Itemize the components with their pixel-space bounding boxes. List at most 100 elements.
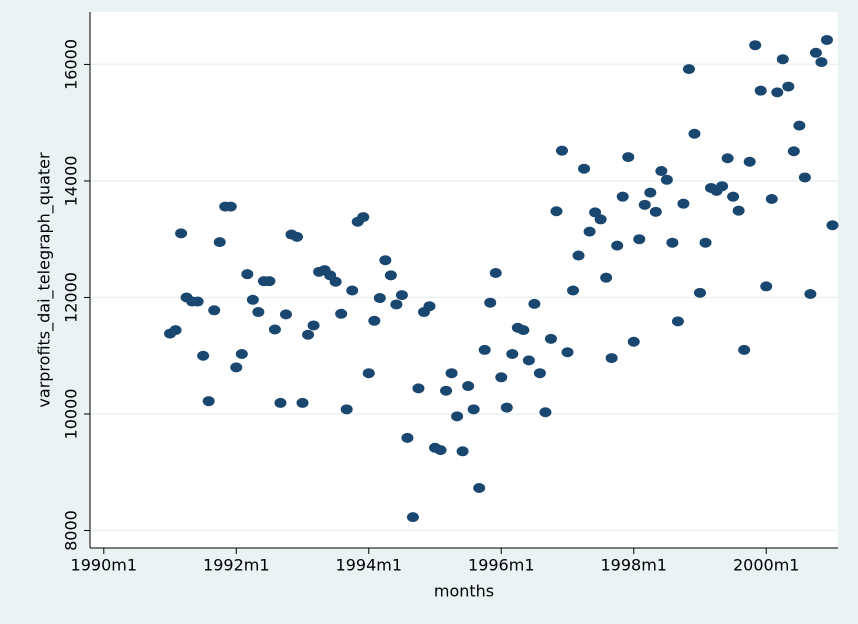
point — [622, 152, 635, 163]
point — [721, 153, 734, 164]
x-tick-label: 1994m1 — [336, 556, 402, 575]
point — [506, 348, 519, 359]
point — [440, 385, 453, 396]
point — [412, 383, 425, 394]
point — [484, 297, 497, 308]
point — [528, 298, 541, 309]
point — [296, 397, 309, 408]
point — [462, 381, 475, 392]
point — [671, 316, 684, 327]
point — [600, 272, 613, 283]
point — [649, 206, 662, 217]
point — [732, 205, 745, 216]
point — [384, 270, 397, 281]
point — [743, 156, 756, 167]
point — [644, 187, 657, 198]
point — [169, 325, 182, 336]
point — [539, 407, 552, 418]
point — [373, 293, 386, 304]
point — [202, 396, 215, 407]
point — [765, 194, 778, 205]
point — [423, 301, 436, 312]
point — [445, 368, 458, 379]
point — [517, 325, 530, 336]
point — [456, 446, 469, 457]
point — [638, 199, 651, 210]
point — [688, 128, 701, 139]
point — [473, 482, 486, 493]
x-tick-label: 1990m1 — [71, 556, 137, 575]
point — [395, 290, 408, 301]
point — [572, 250, 585, 261]
point — [362, 368, 375, 379]
plot-area — [90, 12, 838, 548]
point — [291, 231, 304, 242]
point — [274, 397, 287, 408]
point — [224, 201, 237, 212]
point — [279, 309, 292, 320]
point — [522, 355, 535, 366]
point — [340, 404, 353, 415]
point — [489, 268, 502, 279]
point — [804, 288, 817, 299]
point — [660, 174, 673, 185]
y-tick-label: 14000 — [62, 156, 81, 207]
x-axis-title: months — [434, 582, 494, 601]
point — [677, 198, 690, 209]
point — [197, 350, 210, 361]
point — [235, 348, 248, 359]
point — [611, 240, 624, 251]
point — [567, 285, 580, 296]
point — [208, 305, 221, 316]
point — [749, 40, 762, 51]
x-tick-label: 2000m1 — [733, 556, 799, 575]
point — [401, 432, 414, 443]
point — [815, 57, 828, 68]
x-tick-label: 1998m1 — [601, 556, 667, 575]
point — [302, 329, 315, 340]
point — [666, 237, 679, 248]
point — [379, 255, 392, 266]
point — [738, 344, 751, 355]
point — [346, 285, 359, 296]
point — [682, 64, 695, 75]
point — [727, 191, 740, 202]
point — [561, 347, 574, 358]
point — [230, 362, 243, 373]
point — [693, 287, 706, 298]
point — [787, 146, 800, 157]
point — [263, 276, 276, 287]
point — [329, 276, 342, 287]
point — [467, 404, 480, 415]
point — [771, 87, 784, 98]
point — [368, 315, 381, 326]
point — [776, 54, 789, 65]
y-tick-label: 10000 — [62, 389, 81, 440]
point — [307, 320, 320, 331]
point — [578, 163, 591, 174]
point — [605, 353, 618, 364]
point — [826, 220, 839, 231]
point — [241, 269, 254, 280]
point — [809, 47, 822, 58]
y-tick-label: 16000 — [62, 39, 81, 90]
x-tick-label: 1992m1 — [203, 556, 269, 575]
point — [191, 296, 204, 307]
point — [616, 191, 629, 202]
point — [434, 445, 447, 456]
point — [500, 402, 513, 413]
point — [357, 212, 370, 223]
point — [798, 172, 811, 183]
point — [335, 308, 348, 319]
point — [495, 372, 508, 383]
point — [760, 281, 773, 292]
y-tick-label: 8000 — [62, 510, 81, 551]
point — [555, 145, 568, 156]
point — [655, 166, 668, 177]
x-tick-label: 1996m1 — [468, 556, 534, 575]
point — [782, 81, 795, 92]
point — [406, 512, 419, 523]
point — [252, 307, 265, 318]
y-tick-label: 12000 — [62, 272, 81, 323]
